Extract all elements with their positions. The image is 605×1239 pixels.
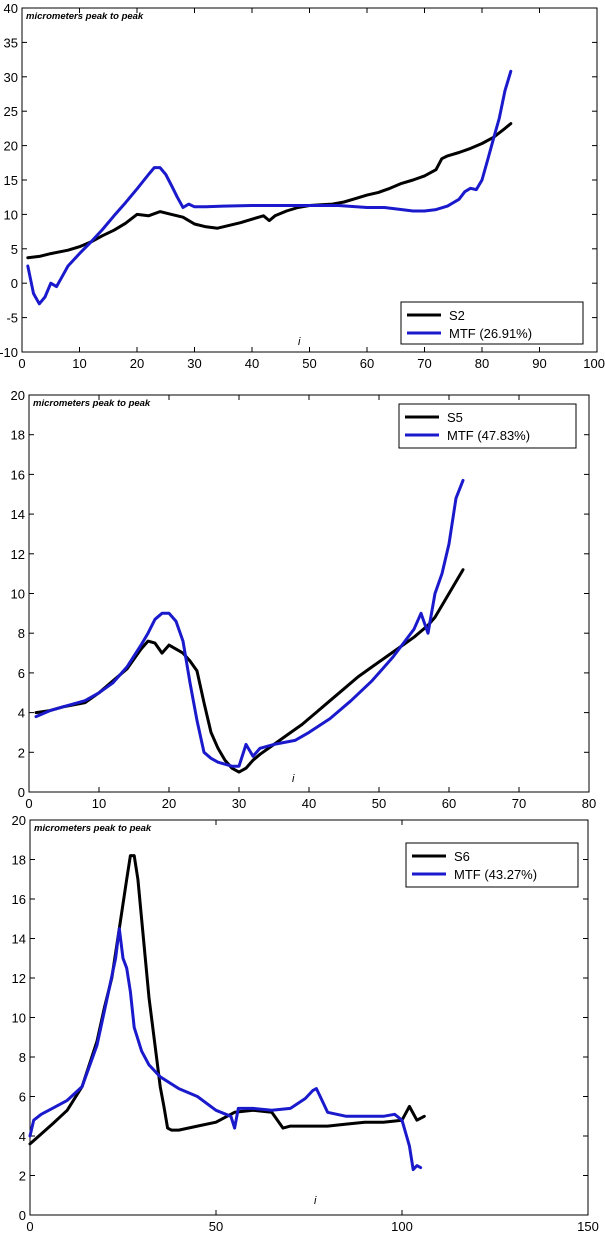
x-tick-label: 20 [162,796,176,811]
y-tick-label: 20 [11,388,25,403]
plot-area [21,7,598,353]
x-tick-label: 30 [187,356,201,371]
y-tick-label: 10 [11,587,25,602]
y-tick-label: 2 [18,745,25,760]
x-tick-label: 30 [232,796,246,811]
x-tick-label: 150 [577,1219,599,1234]
chart-s6: 0 2 4 6 8 10 12 14 16 18 20 0 50 100 150 micrometers pe… [12,813,599,1234]
legend-label: MTF (43.27%) [454,867,537,882]
x-axis-label: i [298,336,301,348]
y-tick-label: 4 [18,706,25,721]
y-tick-label: 40 [4,1,18,16]
x-tick-label: 50 [372,796,386,811]
legend-label: MTF (47.83%) [447,428,530,443]
x-tick-label: 10 [72,356,86,371]
y-tick-label: 30 [4,70,18,85]
y-tick-label: 16 [11,467,25,482]
y-tick-label: 10 [12,1011,26,1026]
x-tick-label: 100 [583,356,605,371]
x-tick-label: 100 [391,1219,413,1234]
annotation-label: micrometers peak to peak [34,823,152,834]
y-tick-label: 6 [19,1090,26,1105]
x-axis-label: i [292,773,295,785]
chart-s5: 0 2 4 6 8 10 12 14 16 18 20 0 10 20 30 40 50 60 70 80 microm… [11,388,597,811]
series-line-mtf [34,478,465,768]
series-line-primary [26,122,513,260]
y-tick-label: -10 [0,345,18,360]
x-tick-label: 60 [442,796,456,811]
x-tick-label: 90 [532,356,546,371]
y-tick-label: 12 [11,547,25,562]
y-tick-label: 8 [18,626,25,641]
legend-box [400,301,584,345]
series-line-mtf [28,927,423,1172]
y-tick-label: 25 [4,104,18,119]
y-tick-label: 0 [11,276,18,291]
y-tick-label: 0 [19,1208,26,1223]
x-tick-label: 40 [302,796,316,811]
y-tick-label: 8 [19,1050,26,1065]
x-tick-label: 50 [209,1219,223,1234]
legend-label: S6 [454,849,470,864]
annotation-label: micrometers peak to peak [26,11,144,22]
legend-label: MTF (26.91%) [449,326,532,341]
y-tick-label: 16 [12,892,26,907]
y-tick-label: 20 [4,139,18,154]
plot-area [28,394,590,793]
y-tick-label: 6 [18,666,25,681]
x-tick-label: 0 [26,1219,33,1234]
y-tick-label: 18 [11,428,25,443]
y-tick-label: 35 [4,35,18,50]
x-tick-label: 40 [245,356,259,371]
y-tick-label: 12 [12,971,26,986]
x-tick-label: 60 [360,356,374,371]
annotation-label: micrometers peak to peak [33,398,151,409]
x-tick-label: 70 [417,356,431,371]
legend-box [398,403,577,449]
x-tick-label: 80 [582,796,596,811]
x-tick-label: 0 [18,356,25,371]
x-tick-label: 70 [512,796,526,811]
chart-s2: -10 -5 0 5 10 15 20 25 30 35 40 0 10 20 30 40 50 60 70 80 90… [0,1,605,371]
x-axis-label: i [314,1195,317,1207]
x-tick-label: 10 [92,796,106,811]
y-tick-label: 2 [19,1169,26,1184]
legend-label: S5 [447,410,463,425]
y-tick-label: 15 [4,173,18,188]
x-tick-label: 0 [25,796,32,811]
x-tick-label: 80 [475,356,489,371]
series-line-mtf [26,69,513,306]
y-tick-label: 18 [12,853,26,868]
x-tick-label: 50 [302,356,316,371]
x-tick-label: 20 [130,356,144,371]
y-tick-label: -5 [6,311,18,326]
y-tick-label: 14 [12,932,26,947]
y-tick-label: 14 [11,507,25,522]
y-tick-label: 20 [12,813,26,828]
y-tick-label: 4 [19,1129,26,1144]
y-tick-label: 10 [4,207,18,222]
y-tick-label: 0 [18,785,25,800]
y-tick-label: 5 [11,242,18,257]
legend-box [405,842,579,888]
legend-label: S2 [449,308,465,323]
